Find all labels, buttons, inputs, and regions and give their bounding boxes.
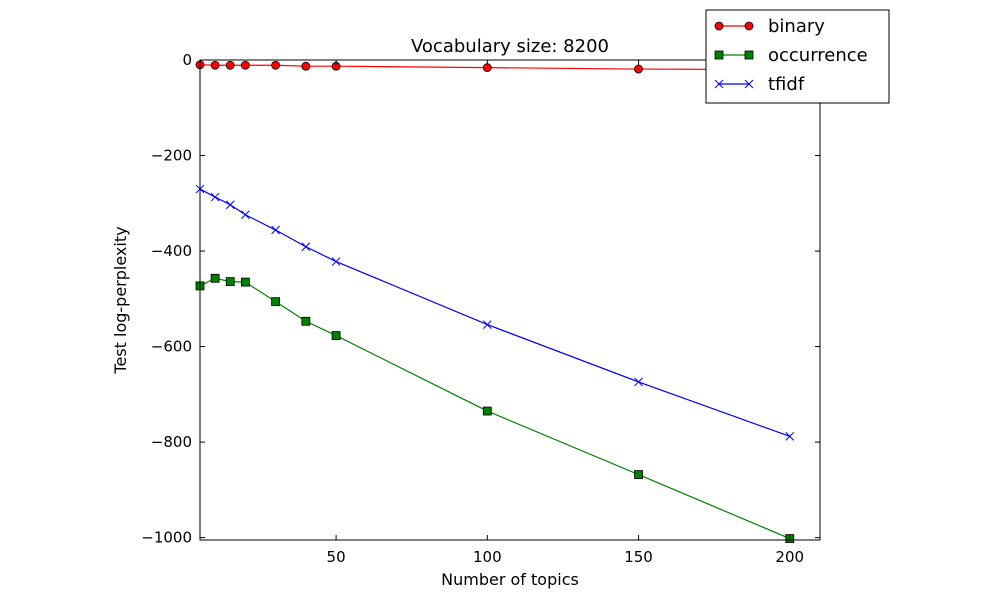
occurrence-point-6 xyxy=(331,331,341,340)
binary-point-1 xyxy=(210,60,220,70)
series-group xyxy=(195,60,795,543)
legend-label-binary: binary xyxy=(768,16,825,37)
tfidf-point-7 xyxy=(482,320,492,329)
occurrence-point-8 xyxy=(634,470,643,479)
series-occurrence xyxy=(195,273,795,543)
occurrence-point-1 xyxy=(210,273,220,283)
legend-binary-point-1 xyxy=(744,21,754,31)
y-tick-label: −800 xyxy=(151,433,192,451)
legend-binary-point-0 xyxy=(714,21,724,31)
binary-point-3 xyxy=(240,60,250,70)
binary-point-2 xyxy=(225,60,235,70)
tfidf-point-9 xyxy=(785,432,795,441)
legend-occurrence-point-0 xyxy=(714,50,724,60)
legend-tfidf-point-1 xyxy=(744,79,754,89)
tfidf-point-8 xyxy=(634,377,643,387)
x-tick-label: 50 xyxy=(327,548,346,566)
series-line-tfidf xyxy=(199,188,790,437)
tfidf-point-4 xyxy=(271,225,280,235)
binary-point-8 xyxy=(634,64,643,74)
ticks-layer: 50 100 150 200 0 −200 −400 −600 −800 −1000 xyxy=(141,51,820,566)
tfidf-point-6 xyxy=(331,257,341,266)
legend-item-binary: binary xyxy=(714,16,825,37)
series-line-binary xyxy=(199,64,790,71)
legend: binary occurrence tfidf xyxy=(705,9,890,104)
series-binary xyxy=(195,60,795,74)
tfidf-point-1 xyxy=(210,192,220,202)
occurrence-point-7 xyxy=(482,406,492,416)
occurrence-point-5 xyxy=(301,316,311,326)
y-tick-label: −1000 xyxy=(141,529,192,547)
y-tick-label: 0 xyxy=(182,51,192,69)
legend-item-tfidf: tfidf xyxy=(714,74,805,95)
series-layer xyxy=(195,60,795,543)
occurrence-point-4 xyxy=(271,297,281,307)
x-tick-label: 200 xyxy=(775,548,804,566)
series-tfidf xyxy=(195,184,795,441)
series-line-occurrence xyxy=(199,277,790,540)
x-tick-label: 150 xyxy=(624,548,653,566)
y-axis-label: Test log-perplexity xyxy=(111,226,130,374)
binary-point-5 xyxy=(301,61,311,71)
binary-point-4 xyxy=(271,60,281,70)
legend-item-occurrence: occurrence xyxy=(714,45,868,66)
y-tick-label: −400 xyxy=(151,242,192,260)
occurrence-point-2 xyxy=(225,277,235,287)
y-tick-label: −200 xyxy=(151,147,192,165)
legend-label-tfidf: tfidf xyxy=(768,74,805,95)
tfidf-point-3 xyxy=(241,210,250,220)
occurrence-point-3 xyxy=(240,277,250,287)
legend-tfidf-point-0 xyxy=(714,79,724,89)
legend-occurrence-point-1 xyxy=(744,50,754,60)
tfidf-point-5 xyxy=(301,242,311,252)
legend-label-occurrence: occurrence xyxy=(768,45,868,66)
chart-title: Vocabulary size: 8200 xyxy=(411,36,609,57)
y-tick-label: −600 xyxy=(151,338,192,356)
plot-area-frame xyxy=(199,59,821,541)
x-axis-label: Number of topics xyxy=(441,570,579,589)
x-tick-label: 100 xyxy=(473,548,502,566)
tfidf-point-2 xyxy=(225,200,235,210)
